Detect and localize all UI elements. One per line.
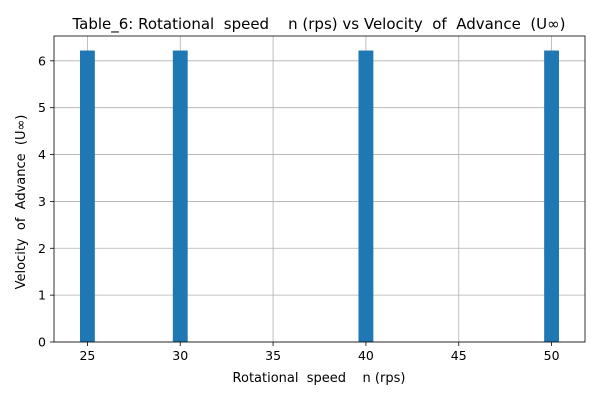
bar	[358, 50, 374, 343]
bars	[79, 50, 560, 343]
x-tick-label: 50	[544, 348, 560, 363]
y-tick-label: 3	[38, 194, 46, 209]
x-ticks: 25 30 35 40 45 50	[79, 342, 560, 363]
y-tick-label: 2	[38, 241, 46, 256]
x-axis-label: Rotational speed n (rps)	[233, 371, 406, 386]
x-tick-label: 35	[265, 348, 281, 363]
y-ticks: 0 1 2 3 4 5 6	[38, 53, 54, 350]
y-axis-label: Velocity of Advance (U∞)	[14, 115, 29, 290]
x-tick-label: 40	[358, 348, 374, 363]
bar	[544, 50, 560, 343]
x-tick-label: 45	[451, 348, 467, 363]
x-tick-label: 30	[172, 348, 188, 363]
y-tick-label: 6	[38, 53, 46, 68]
y-tick-label: 5	[38, 100, 46, 115]
plot-frame	[53, 35, 586, 343]
chart-title: Table_6: Rotational speed n (rps) vs Vel…	[71, 15, 565, 34]
y-tick-label: 1	[38, 288, 46, 303]
x-tick-label: 25	[79, 348, 95, 363]
bar	[79, 50, 95, 343]
y-tick-label: 4	[38, 147, 46, 162]
y-tick-label: 0	[38, 335, 46, 350]
bar	[172, 50, 188, 343]
